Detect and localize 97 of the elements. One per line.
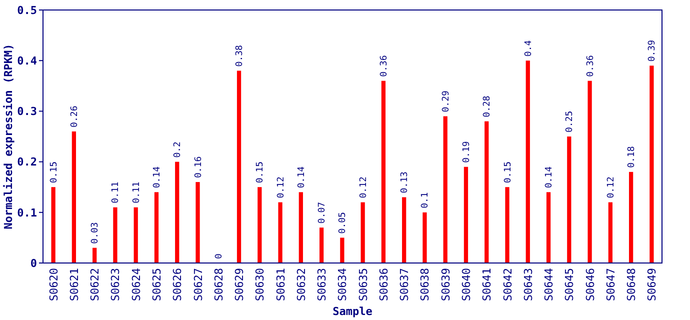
x-tick-label: S0625 [150,268,164,302]
bar [278,202,282,263]
data-label: 0.26 [70,106,80,128]
bar [360,202,365,263]
x-tick-label: S0637 [398,268,412,302]
x-tick-label: S0645 [563,268,576,302]
bar [567,136,572,263]
data-label: 0.25 [565,110,576,132]
data-label: 0.16 [194,156,204,178]
x-tick-label: S0647 [604,268,618,302]
x-tick-label: S0622 [88,268,102,302]
bar [546,192,551,263]
x-tick-label: S0633 [316,268,329,302]
y-tick-label: 0.4 [17,54,38,68]
bar [92,248,97,263]
bar [258,187,262,263]
x-tick-label: S0631 [274,268,288,302]
x-tick-label: S0620 [47,268,60,302]
data-label: 0.07 [318,202,328,224]
data-label: 0.12 [606,176,616,198]
bar [134,207,138,263]
data-label: 0.38 [235,45,246,67]
bar [72,131,76,263]
data-label: 0.11 [132,182,142,204]
data-label: 0.12 [358,176,369,198]
bar [505,187,510,263]
data-label: 0.2 [173,142,184,158]
bar [608,202,612,263]
data-label: 0.29 [441,90,452,112]
x-tick-label: S0646 [584,268,597,302]
y-tick-label: 0.1 [17,206,38,220]
bar [298,192,303,263]
x-tick-label: S0628 [212,268,226,302]
bar [443,116,448,263]
data-label: 0.13 [400,172,410,194]
x-tick-label: S0642 [501,268,514,302]
data-label: 0.05 [338,212,348,234]
x-tick-label: S0634 [336,268,350,302]
y-axis-title: Normalized expression (RPKM) [2,44,15,230]
y-tick-label: 0.2 [17,156,37,169]
x-tick-label: S0623 [109,268,122,302]
x-tick-label: S0621 [68,268,81,302]
x-tick-label: S0638 [418,268,432,302]
data-label: 0.4 [524,40,534,57]
x-tick-label: S0644 [542,268,556,302]
x-tick-label: S0627 [192,268,205,302]
x-tick-label: S0639 [439,268,452,302]
x-tick-label: S0626 [171,268,184,302]
bar [113,207,118,263]
bar [464,166,468,263]
y-tick-label: 0 [30,256,37,270]
data-label: 0.39 [648,40,658,62]
data-label: 0.18 [627,146,638,168]
x-tick-label: S0641 [480,268,494,302]
x-tick-label: S0648 [625,268,638,302]
data-label: 0.14 [152,166,162,188]
data-label: 0.14 [296,166,307,188]
y-tick-label: 0.3 [17,105,37,118]
data-label: 0.15 [256,161,266,184]
x-tick-label: S0630 [254,268,267,302]
x-tick-label: S0629 [233,268,246,302]
data-label: 0.19 [462,141,472,163]
data-label: 0.28 [482,96,493,118]
bar [154,192,159,263]
data-label: 0.15 [503,161,514,184]
x-tick-label: S0624 [130,268,143,302]
bar [588,80,592,263]
bar [319,228,324,263]
bar [236,70,242,263]
y-tick-label: 0.5 [17,4,37,17]
bar [340,238,344,263]
bar [526,60,530,263]
bar [484,121,489,263]
x-axis-title: Sample [332,305,373,318]
data-label: 0.36 [586,55,596,77]
data-label: 0.14 [544,166,555,188]
bar [628,172,634,263]
x-tick-label: S0643 [522,268,535,302]
bar [175,162,180,263]
bar [381,80,386,263]
bar [422,212,427,263]
bar [650,66,654,263]
data-label: 0.12 [276,176,286,198]
bar [196,182,200,263]
data-label: 0.15 [49,161,60,184]
data-label: 0.1 [420,192,431,208]
data-label: 0 [214,254,224,259]
bar [402,197,406,263]
x-tick-label: S0632 [294,268,308,302]
data-label: 0.11 [111,182,122,204]
x-tick-label: S0635 [356,268,370,302]
data-label: 0.03 [90,222,101,244]
data-label: 0.36 [379,55,390,77]
x-tick-label: S0636 [377,268,390,302]
bar [51,187,56,263]
x-tick-label: S0640 [460,268,473,302]
x-tick-label: S0649 [646,268,659,302]
